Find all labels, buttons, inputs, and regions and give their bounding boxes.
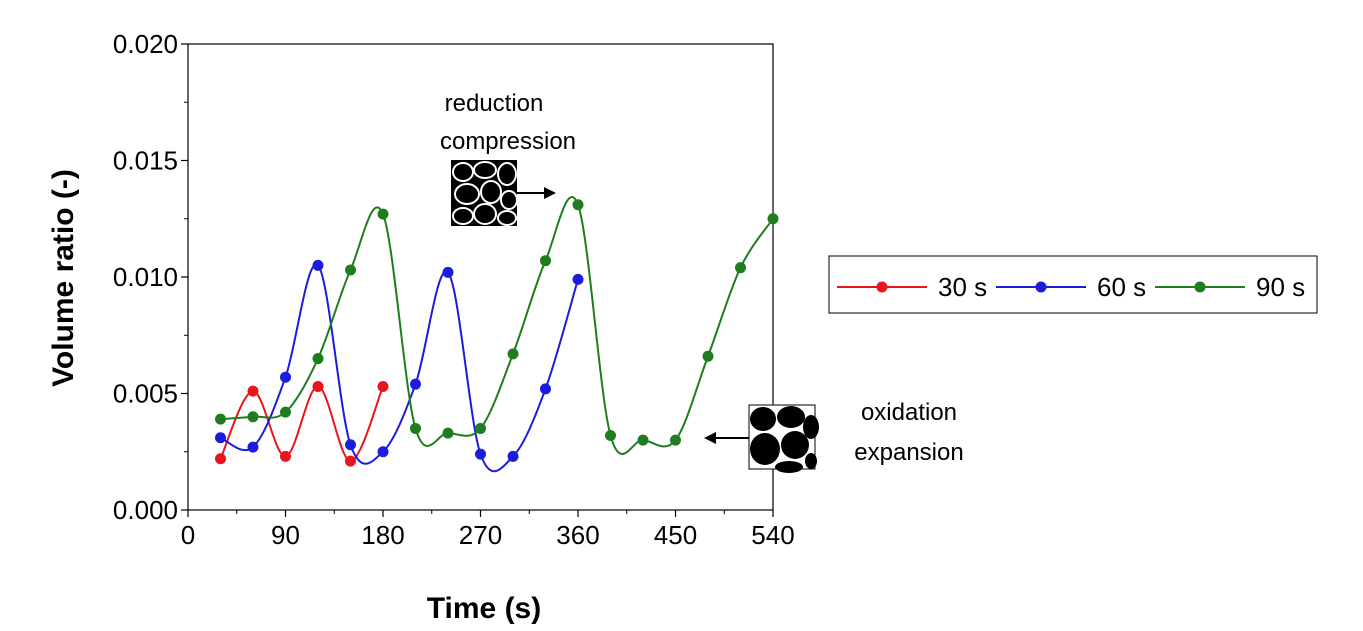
x-tick-label: 90 [271, 520, 300, 550]
legend-label: 90 s [1256, 272, 1305, 302]
particle-micrograph-icon [748, 404, 819, 473]
right-arrow-icon [517, 187, 556, 199]
annotation-reduction: reduction compression [440, 90, 576, 226]
data-point [540, 383, 551, 395]
legend-label: 60 s [1097, 272, 1146, 302]
data-point [247, 441, 259, 453]
y-tick-label: 0.010 [113, 262, 178, 292]
data-point [670, 434, 681, 446]
data-point [572, 273, 584, 285]
data-point [280, 450, 291, 462]
y-tick-label: 0.000 [113, 495, 178, 525]
data-point [215, 413, 226, 425]
data-point [215, 453, 226, 465]
annotation-oxidation-line2: expansion [854, 439, 963, 466]
data-point [475, 422, 486, 434]
data-point [345, 439, 356, 451]
annotation-reduction-line1: reduction [445, 90, 544, 117]
data-point [702, 350, 714, 362]
data-point [735, 262, 746, 274]
data-point [540, 255, 551, 267]
x-tick-label: 0 [181, 520, 195, 550]
y-axis-title: Volume ratio (-) [47, 169, 80, 387]
x-tick-label: 360 [556, 520, 599, 550]
axis-ticks: 0 90 180 270 360 450 540 0.000 0.005 0.010 0.015 0.… [113, 29, 795, 550]
data-point [442, 266, 454, 278]
data-point [377, 208, 389, 220]
data-point [247, 385, 259, 397]
data-point [507, 450, 519, 462]
legend-box [828, 255, 1318, 314]
legend-swatch-marker [876, 281, 888, 293]
data-point [507, 348, 519, 360]
x-tick-label: 540 [751, 520, 794, 550]
data-point [572, 199, 584, 211]
legend-swatch-marker [1035, 281, 1047, 293]
data-point [605, 429, 616, 441]
left-arrow-icon [704, 432, 749, 444]
data-point [312, 381, 324, 393]
annotation-oxidation: oxidation expansion [704, 399, 964, 473]
data-point [377, 381, 389, 393]
data-point [345, 264, 356, 276]
data-point [280, 371, 291, 383]
annotation-reduction-line2: compression [440, 128, 576, 155]
marker-layer [215, 199, 779, 467]
y-tick-label: 0.015 [113, 146, 178, 176]
x-tick-label: 450 [654, 520, 697, 550]
data-point [767, 213, 779, 225]
x-tick-label: 180 [361, 520, 404, 550]
y-tick-label: 0.020 [113, 29, 178, 59]
data-point [280, 406, 291, 418]
data-point [312, 353, 324, 365]
x-axis-title: Time (s) [427, 592, 541, 625]
legend: 30 s 60 s 90 s [828, 255, 1318, 314]
annotation-oxidation-line1: oxidation [861, 399, 957, 426]
data-point [377, 446, 389, 458]
data-point [215, 432, 226, 444]
data-point [345, 455, 356, 467]
series-layer [219, 195, 773, 473]
data-point [637, 434, 649, 446]
data-point [475, 448, 486, 460]
data-point [442, 427, 454, 439]
data-point [410, 378, 421, 390]
legend-label: 30 s [938, 272, 987, 302]
legend-swatch-marker [1194, 281, 1206, 293]
particle-micrograph-icon [451, 160, 518, 226]
data-point [312, 259, 324, 271]
y-tick-label: 0.005 [113, 379, 178, 409]
data-point [247, 411, 259, 423]
data-point [410, 422, 421, 434]
x-tick-label: 270 [459, 520, 502, 550]
